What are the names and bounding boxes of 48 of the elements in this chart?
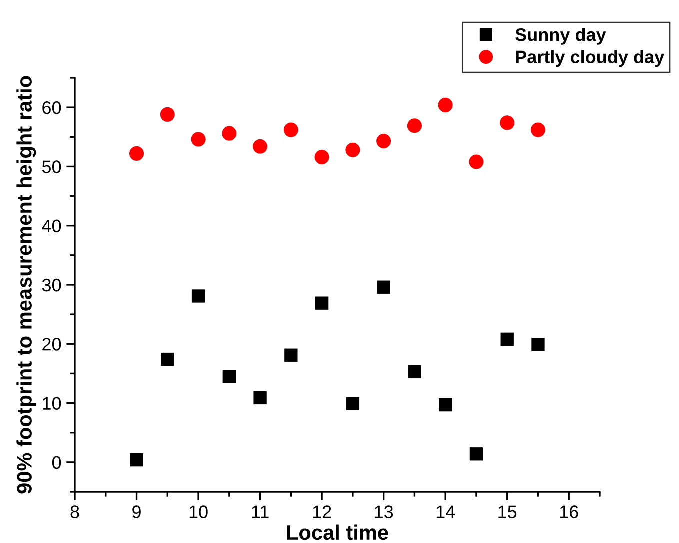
point [222, 370, 236, 384]
x-tick-label: 9 [132, 506, 141, 518]
point [192, 290, 206, 303]
point [469, 154, 484, 170]
point [530, 122, 546, 138]
point [438, 98, 453, 112]
point [191, 132, 206, 147]
point [253, 139, 268, 154]
y-tick-label: 60 [42, 102, 62, 114]
point [346, 397, 360, 410]
legend-label: Partly cloudy day [516, 50, 664, 68]
x-tick-label: 14 [436, 506, 456, 518]
point [377, 280, 390, 294]
point [470, 448, 484, 461]
point [346, 142, 360, 158]
point [129, 146, 144, 161]
x-axis-title: Local time [287, 524, 388, 540]
point [500, 332, 514, 346]
point [532, 338, 545, 352]
x-tick-label: 16 [560, 506, 578, 518]
point [284, 348, 298, 362]
y-tick-label: 0 [52, 456, 62, 470]
point [161, 352, 174, 366]
point [376, 134, 392, 149]
point [130, 453, 144, 467]
x-tick-label: 13 [375, 506, 394, 518]
y-tick-label: 40 [42, 220, 62, 233]
point [284, 122, 298, 138]
point [407, 118, 422, 134]
x-tick-label: 10 [190, 506, 208, 518]
y-tick-label: 20 [42, 338, 62, 351]
point [315, 296, 329, 310]
point [500, 116, 515, 130]
point [254, 391, 267, 405]
y-tick-label: 30 [42, 278, 62, 292]
x-tick-label: 8 [70, 506, 80, 518]
x-tick-label: 11 [252, 506, 269, 518]
legend-label: Sunny day [516, 28, 606, 45]
point [314, 150, 330, 165]
y-axis-title: 90% footprint to measurement height ratio [16, 76, 36, 494]
x-tick-label: 12 [313, 506, 332, 518]
y-tick-label: 50 [42, 160, 62, 174]
point [408, 365, 422, 379]
point [160, 107, 175, 122]
point [222, 126, 237, 141]
point [439, 398, 452, 412]
y-tick-label: 10 [43, 397, 62, 410]
x-tick-label: 15 [498, 506, 517, 518]
